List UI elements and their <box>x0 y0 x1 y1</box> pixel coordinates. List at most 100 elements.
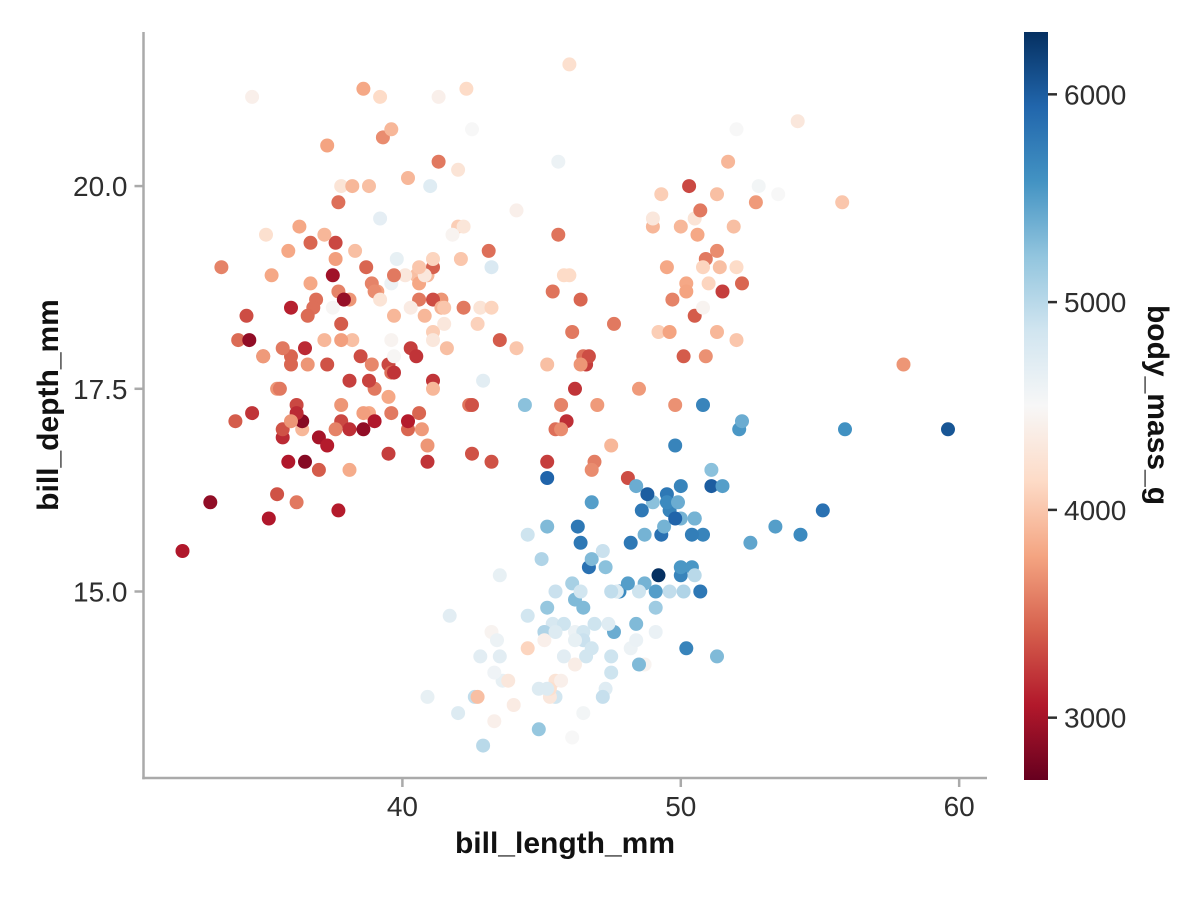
data-point <box>303 235 318 250</box>
data-point <box>228 414 243 429</box>
colorbar-tick-label: 4000 <box>1064 495 1126 526</box>
data-point <box>261 511 276 526</box>
data-point <box>771 187 786 202</box>
data-point <box>298 341 312 356</box>
data-point <box>476 373 491 388</box>
data-point <box>451 706 466 721</box>
data-point <box>403 300 418 315</box>
data-point <box>662 325 677 339</box>
data-point <box>465 122 479 137</box>
data-point <box>437 300 452 315</box>
data-point <box>231 333 246 348</box>
data-point <box>270 487 285 502</box>
data-point <box>320 438 335 453</box>
y-tick-label: 15.0 <box>73 577 128 608</box>
data-point <box>540 471 555 485</box>
data-point <box>587 616 602 631</box>
data-point <box>420 438 435 453</box>
data-point <box>565 730 580 745</box>
data-point <box>292 219 307 234</box>
data-point <box>300 308 315 323</box>
data-point <box>445 227 460 242</box>
data-point <box>551 154 566 169</box>
data-point <box>506 698 521 712</box>
data-point <box>941 422 955 437</box>
data-point <box>328 235 343 250</box>
data-point <box>439 341 454 356</box>
data-point <box>815 503 830 518</box>
data-point <box>409 349 424 364</box>
data-point <box>426 252 440 266</box>
data-point <box>414 422 429 437</box>
data-point <box>673 560 688 575</box>
y-tick-label: 17.5 <box>73 374 128 405</box>
data-point <box>726 219 741 234</box>
data-point <box>690 227 705 242</box>
data-point <box>473 649 488 664</box>
data-point <box>531 722 546 737</box>
data-point <box>540 519 555 534</box>
data-point <box>668 438 683 453</box>
data-point <box>348 243 363 258</box>
data-point <box>470 316 485 331</box>
data-point <box>412 260 427 275</box>
data-point <box>431 89 446 104</box>
data-point <box>565 325 580 339</box>
data-point <box>548 625 563 639</box>
data-point <box>412 406 427 421</box>
data-point <box>540 357 555 372</box>
data-point <box>673 479 688 494</box>
data-point <box>710 243 724 258</box>
data-point <box>417 308 432 323</box>
axes-spines <box>142 32 987 780</box>
data-point <box>576 600 591 615</box>
data-point <box>696 300 710 315</box>
data-point <box>325 300 340 315</box>
data-point <box>668 511 683 526</box>
data-point <box>673 219 688 234</box>
data-point <box>356 81 371 96</box>
data-point <box>356 406 371 421</box>
data-point <box>537 633 552 648</box>
data-point <box>679 641 694 656</box>
data-point <box>175 544 190 558</box>
data-point <box>696 527 710 542</box>
data-point <box>704 479 719 494</box>
data-point <box>595 689 610 704</box>
data-point <box>381 446 396 461</box>
data-point <box>540 600 555 615</box>
data-point <box>554 673 569 688</box>
data-point <box>671 495 685 510</box>
data-point <box>484 454 499 469</box>
data-point <box>632 381 646 396</box>
data-point <box>676 349 691 364</box>
data-point <box>465 446 479 461</box>
data-point <box>556 649 571 664</box>
data-point <box>398 268 413 283</box>
data-point <box>835 195 850 210</box>
data-point <box>259 227 273 242</box>
data-point <box>573 357 588 372</box>
data-point <box>245 89 260 104</box>
data-point <box>214 260 229 275</box>
data-point <box>604 584 619 599</box>
data-point <box>470 689 485 704</box>
data-point <box>317 227 332 242</box>
data-point <box>298 454 312 469</box>
data-point <box>634 503 649 518</box>
data-point <box>620 576 635 591</box>
data-point <box>509 341 524 356</box>
data-point <box>729 122 744 137</box>
data-point <box>492 568 507 583</box>
data-point <box>573 292 588 307</box>
data-point <box>389 252 404 266</box>
data-point <box>696 398 710 412</box>
data-point <box>426 333 440 348</box>
data-point <box>665 292 680 307</box>
data-point <box>387 349 401 364</box>
data-point <box>342 422 357 437</box>
data-point <box>345 333 360 348</box>
data-point <box>325 268 340 283</box>
colorbar-ticks: 3000 4000 5000 6000 <box>1048 79 1126 734</box>
